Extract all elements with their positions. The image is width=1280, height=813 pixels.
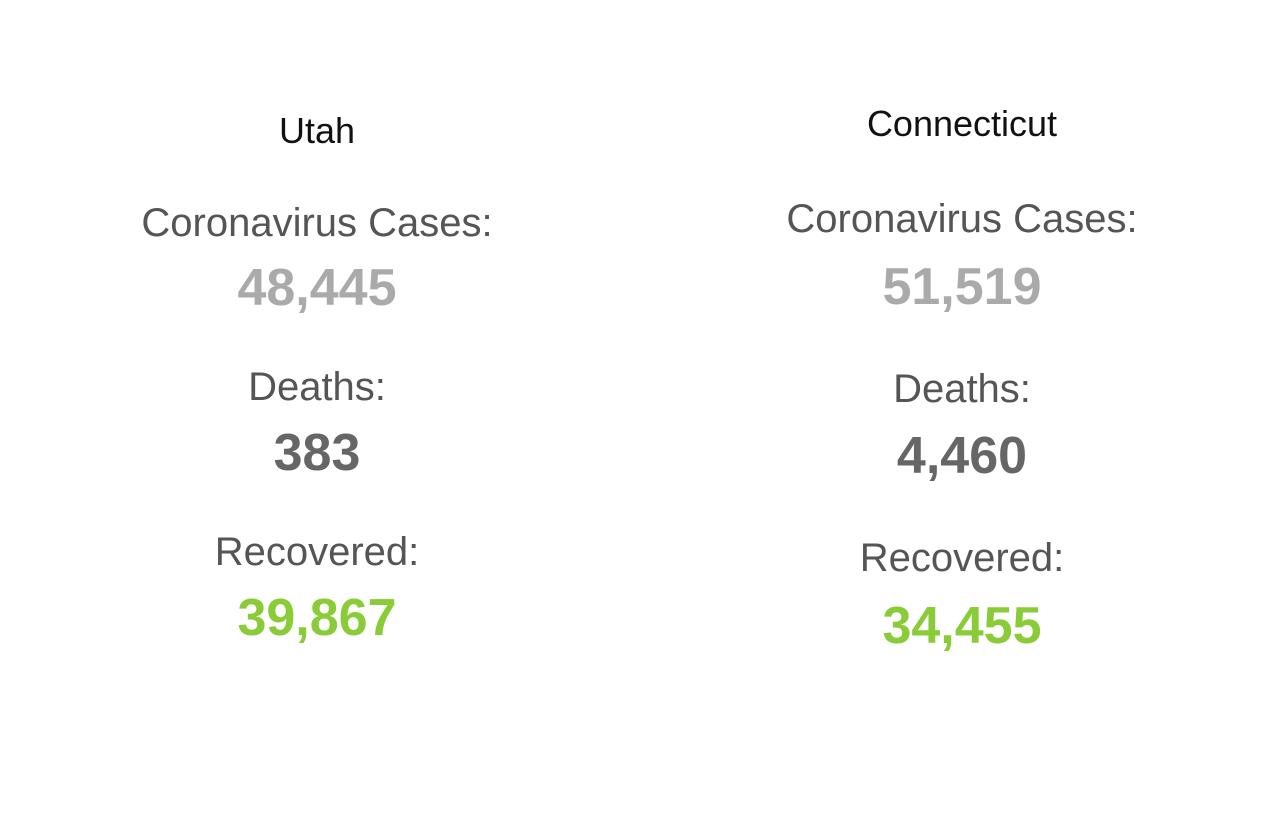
state-title: Connecticut	[866, 103, 1058, 144]
recovered-count: 34,455	[882, 597, 1042, 655]
cases-label: Coronavirus Cases:	[786, 197, 1138, 241]
state-title: Utah	[278, 110, 356, 151]
recovered-count: 39,867	[237, 589, 397, 647]
state-card-utah: Utah Coronavirus Cases: 48,445 Deaths: 3…	[0, 0, 634, 813]
deaths-label: Deaths:	[248, 365, 386, 409]
deaths-count: 383	[273, 424, 361, 482]
cases-label: Coronavirus Cases:	[141, 201, 493, 245]
recovered-label: Recovered:	[859, 536, 1065, 580]
deaths-count: 4,460	[896, 427, 1028, 485]
recovered-label: Recovered:	[214, 530, 420, 574]
cases-count: 51,519	[882, 258, 1042, 316]
cases-count: 48,445	[237, 259, 397, 317]
deaths-label: Deaths:	[893, 367, 1031, 411]
state-card-connecticut: Connecticut Coronavirus Cases: 51,519 De…	[642, 0, 1280, 813]
